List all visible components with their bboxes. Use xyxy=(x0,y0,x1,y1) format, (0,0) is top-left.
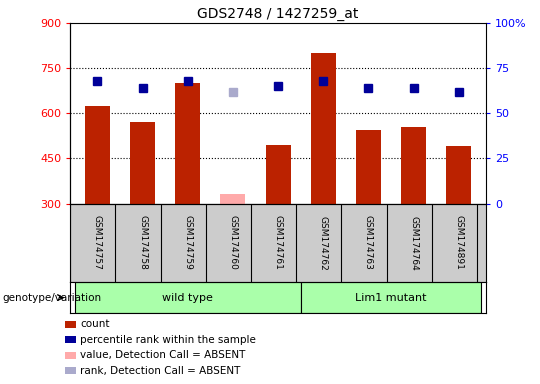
Text: rank, Detection Call = ABSENT: rank, Detection Call = ABSENT xyxy=(80,366,240,376)
Text: value, Detection Call = ABSENT: value, Detection Call = ABSENT xyxy=(80,350,245,360)
Text: genotype/variation: genotype/variation xyxy=(3,293,102,303)
Text: GSM174760: GSM174760 xyxy=(228,215,238,270)
Text: GSM174759: GSM174759 xyxy=(183,215,192,270)
Bar xyxy=(356,130,381,204)
Text: count: count xyxy=(80,319,110,329)
Text: wild type: wild type xyxy=(163,293,213,303)
Bar xyxy=(130,122,155,204)
Text: GSM174758: GSM174758 xyxy=(138,215,147,270)
Text: Lim1 mutant: Lim1 mutant xyxy=(355,293,427,303)
Bar xyxy=(266,145,291,204)
Bar xyxy=(75,282,301,313)
Bar xyxy=(85,106,110,204)
Title: GDS2748 / 1427259_at: GDS2748 / 1427259_at xyxy=(198,7,359,21)
Bar xyxy=(401,127,426,204)
Text: GSM174764: GSM174764 xyxy=(409,215,418,270)
Bar xyxy=(301,282,482,313)
Text: GSM174891: GSM174891 xyxy=(454,215,463,270)
Bar xyxy=(220,194,245,204)
Bar xyxy=(447,146,471,204)
Bar xyxy=(65,367,76,374)
Bar xyxy=(176,83,200,204)
Bar xyxy=(311,53,336,204)
Text: GSM174762: GSM174762 xyxy=(319,215,328,270)
Text: GSM174761: GSM174761 xyxy=(274,215,282,270)
Text: percentile rank within the sample: percentile rank within the sample xyxy=(80,335,256,345)
Bar xyxy=(65,336,76,343)
Text: GSM174757: GSM174757 xyxy=(93,215,102,270)
Bar xyxy=(65,352,76,359)
Text: GSM174763: GSM174763 xyxy=(364,215,373,270)
Bar xyxy=(65,321,76,328)
